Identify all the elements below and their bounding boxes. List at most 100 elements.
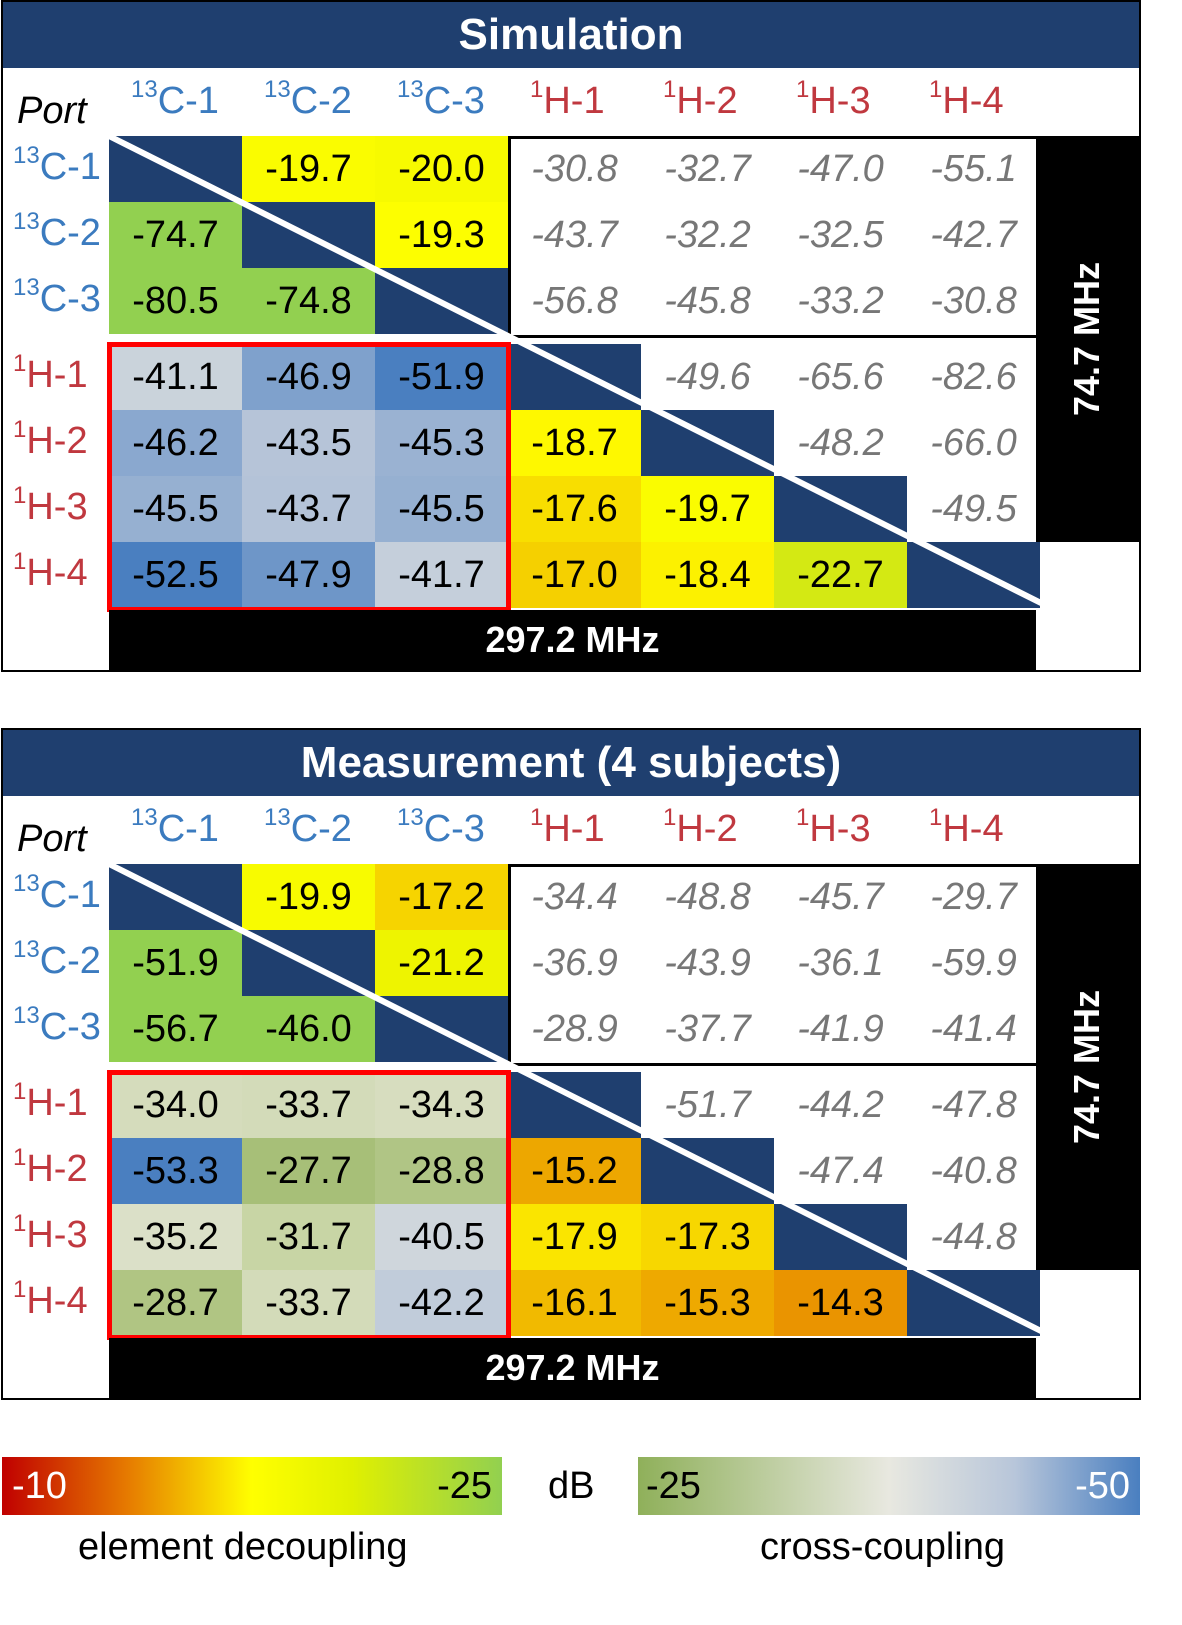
cross-coupling-cell: -45.5 (109, 476, 242, 542)
port-name: H-3 (26, 1214, 88, 1256)
port-name: C-3 (423, 808, 485, 850)
value-cell: -82.6 (930, 355, 1017, 398)
isotope-superscript: 13 (13, 274, 40, 301)
decoupling-cell: -19.7 (641, 476, 774, 542)
value-cell: -28.9 (531, 1007, 618, 1050)
row-header: 1H-1 (13, 1080, 88, 1124)
decoupling-cell: -21.2 (375, 930, 508, 996)
port-name: C-2 (39, 212, 101, 254)
decoupling-cell: -17.6 (508, 476, 641, 542)
decoupling-cell: -80.5 (109, 268, 242, 334)
isotope-superscript: 13 (13, 1002, 40, 1029)
value-cell: -32.5 (797, 213, 884, 256)
decoupling-cell: -74.7 (109, 202, 242, 268)
column-header: 13C-1 (131, 806, 219, 849)
column-header: 1H-1 (530, 78, 605, 121)
isotope-superscript: 1 (13, 1276, 27, 1303)
value-cell: -56.8 (531, 279, 618, 322)
decoupling-caption: element decoupling (78, 1526, 408, 1568)
diagonal-cell (242, 930, 375, 996)
column-header: 13C-3 (397, 78, 485, 122)
diagonal-cell (641, 1138, 774, 1204)
isotope-superscript: 1 (13, 350, 27, 377)
isotope-superscript: 13 (13, 870, 40, 897)
cross-coupling-cell: -40.5 (375, 1204, 508, 1270)
value-cell: -29.7 (930, 875, 1017, 918)
decoupling-cell: -17.3 (641, 1204, 774, 1270)
diagonal-cell (641, 410, 774, 476)
value-cell: -48.8 (664, 875, 751, 918)
port-name: H-2 (676, 808, 738, 850)
crosscoupling-min-label: -25 (646, 1465, 701, 1507)
port-name: H-2 (26, 1148, 88, 1190)
port-name: H-2 (676, 80, 738, 122)
port-label: Port (17, 818, 87, 860)
diagonal-cell (508, 344, 641, 410)
isotope-superscript: 1 (13, 1078, 27, 1105)
frequency-label-bottom: 297.2 MHz (485, 1347, 660, 1388)
port-name: H-1 (543, 808, 605, 850)
cross-coupling-cell: -53.3 (109, 1138, 242, 1204)
port-name: C-3 (39, 1006, 101, 1048)
isotope-superscript: 1 (13, 482, 27, 509)
isotope-superscript: 13 (13, 142, 40, 169)
port-name: C-1 (39, 874, 101, 916)
value-cell: -41.4 (930, 1007, 1017, 1050)
column-header: 1H-2 (663, 806, 738, 850)
port-name: H-1 (26, 354, 88, 396)
isotope-superscript: 13 (264, 804, 291, 831)
isotope-superscript: 13 (131, 804, 158, 831)
port-name: C-1 (157, 80, 219, 122)
isotope-superscript: 1 (13, 1144, 27, 1171)
port-name: C-3 (423, 80, 485, 122)
measurement-panel: Measurement (4 subjects) Port 13C-1 13C-2 13… (1, 728, 1141, 1400)
value-cell: -45.8 (664, 279, 751, 322)
diagonal-cell (907, 542, 1040, 608)
cross-coupling-cell: -27.7 (242, 1138, 375, 1204)
column-header: 1H-4 (929, 806, 1004, 849)
value-cell: -47.0 (797, 147, 884, 190)
cross-coupling-cell: -28.7 (109, 1270, 242, 1336)
column-header: 13C-3 (397, 806, 485, 850)
cross-coupling-cell: -51.9 (375, 344, 508, 410)
frequency-label-right: 74.7 MHz (1066, 261, 1108, 417)
value-cell: -66.0 (930, 421, 1017, 464)
decoupling-cell: -22.7 (774, 542, 907, 608)
cross-coupling-cell: -43.7 (242, 476, 375, 542)
isotope-superscript: 1 (530, 804, 544, 831)
cross-coupling-cell: -45.3 (375, 410, 508, 476)
value-cell: -44.8 (930, 1215, 1017, 1258)
decoupling-cell: -17.0 (508, 542, 641, 608)
decoupling-cell: -19.9 (242, 864, 375, 930)
decoupling-cell: -20.0 (375, 136, 508, 202)
value-cell: -36.9 (531, 941, 618, 984)
decoupling-cell: -15.3 (641, 1270, 774, 1336)
value-cell: -36.1 (797, 941, 884, 984)
port-name: H-4 (26, 552, 88, 594)
row-header: 13C-2 (13, 938, 101, 981)
row-header: 1H-1 (13, 352, 88, 396)
diagonal-cell (375, 996, 508, 1062)
decoupling-cell: -19.3 (375, 202, 508, 268)
column-header: 1H-4 (929, 78, 1004, 122)
value-cell: -49.5 (930, 487, 1017, 530)
frequency-bar-bottom: 297.2 MHz (109, 1338, 1036, 1398)
value-cell: -43.9 (664, 941, 751, 984)
decoupling-cell: -16.1 (508, 1270, 641, 1336)
port-name: H-1 (26, 1082, 88, 1124)
cross-coupling-cell: -33.7 (242, 1072, 375, 1138)
cross-coupling-cell: -33.7 (242, 1270, 375, 1336)
diagonal-cell (375, 268, 508, 334)
isotope-superscript: 13 (131, 76, 158, 103)
port-name: H-4 (942, 80, 1004, 122)
diagonal-cell (774, 476, 907, 542)
decoupling-cell: -74.8 (242, 268, 375, 334)
simulation-panel: Simulation Port 13C-1 13C-2 13C-3 1H-1 1H-2 1H-… (1, 0, 1141, 672)
cross-coupling-cell: -45.5 (375, 476, 508, 542)
diagonal-cell (508, 1072, 641, 1138)
row-header: 13C-1 (13, 144, 101, 187)
isotope-superscript: 13 (397, 804, 424, 831)
decoupling-cell: -19.7 (242, 136, 375, 202)
frequency-bar-bottom: 297.2 MHz (109, 610, 1036, 670)
cross-coupling-cell: -28.8 (375, 1138, 508, 1204)
